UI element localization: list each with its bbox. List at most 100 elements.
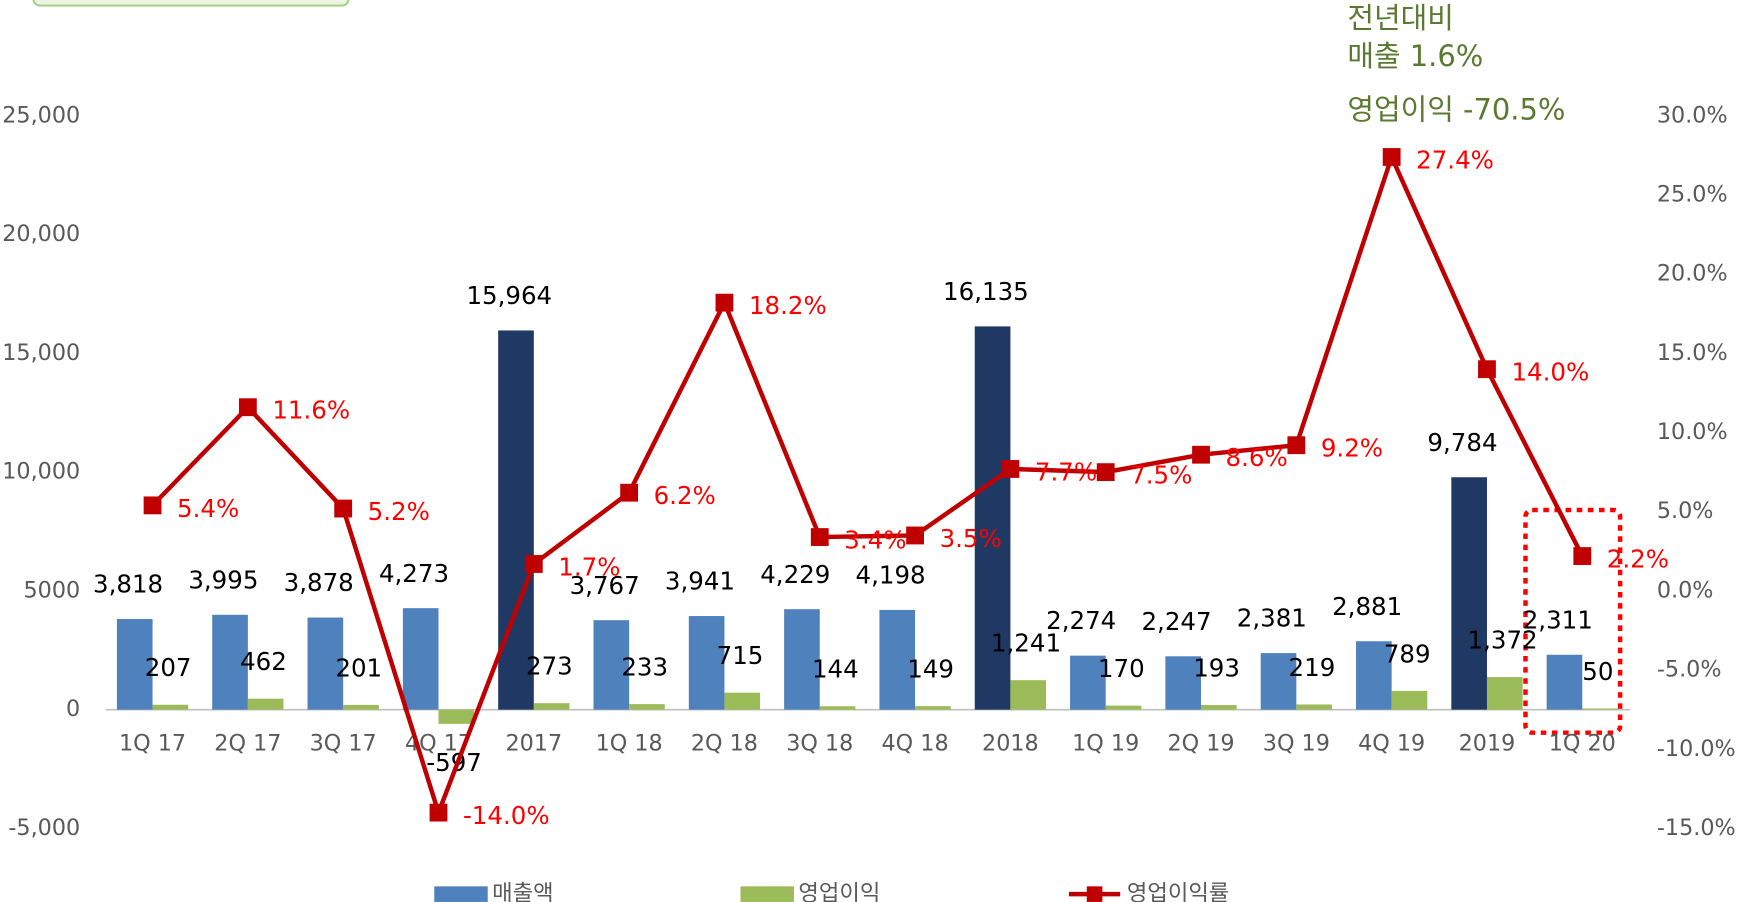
bar <box>1260 653 1297 710</box>
y2-tick-label: 20.0% <box>1657 261 1728 287</box>
bar <box>402 608 439 710</box>
data-label: 3.4% <box>844 526 906 555</box>
data-label: 2,881 <box>1332 592 1402 621</box>
data-label: 7.5% <box>1130 461 1192 490</box>
data-label: 462 <box>240 647 287 676</box>
y2-tick-label: 10.0% <box>1657 419 1728 445</box>
data-label: 1,372 <box>1468 625 1538 654</box>
data-label: 3,995 <box>188 565 258 594</box>
x-tick-label: 3Q 19 <box>1263 730 1330 756</box>
y-tick-label: 25,000 <box>2 102 80 128</box>
x-tick-label: 2Q 17 <box>214 730 281 756</box>
y2-tick-label: 0.0% <box>1657 577 1714 603</box>
data-label: 11.6% <box>272 396 350 425</box>
data-label: 789 <box>1384 639 1431 668</box>
bar <box>784 609 820 710</box>
data-label: 1,241 <box>991 629 1061 658</box>
y-tick-label: 20,000 <box>2 221 80 247</box>
bar <box>116 618 153 710</box>
marker <box>238 398 257 417</box>
data-label: 273 <box>526 652 573 681</box>
data-label: 2,247 <box>1141 607 1211 636</box>
y2-tick-label: 5.0% <box>1657 498 1714 524</box>
annotation: 전년대비 <box>1347 1 1454 35</box>
data-label: 15,964 <box>466 281 552 310</box>
x-tick-label: 1Q 19 <box>1072 730 1139 756</box>
header-box <box>32 0 350 7</box>
marker <box>620 483 639 502</box>
x-tick-label: 1Q 20 <box>1549 730 1616 756</box>
y2-tick-label: -10.0% <box>1657 736 1736 762</box>
bar <box>593 620 630 710</box>
data-label: 4,229 <box>760 560 830 589</box>
y2-tick-label: 15.0% <box>1657 340 1728 366</box>
bar <box>533 703 570 710</box>
data-label: 1.7% <box>558 552 620 581</box>
data-label: 3,941 <box>665 567 735 596</box>
y-tick-label: 0 <box>66 696 80 722</box>
bar <box>152 704 189 710</box>
data-label: 5.4% <box>177 494 239 523</box>
marker <box>715 293 734 312</box>
y2-tick-label: -5.0% <box>1657 657 1722 683</box>
y2-tick-label: 25.0% <box>1657 181 1728 207</box>
data-label: 2,381 <box>1237 604 1307 633</box>
data-label: 9.2% <box>1321 434 1383 463</box>
line <box>150 150 1585 820</box>
bar <box>819 706 856 710</box>
bar <box>212 614 248 710</box>
legend-label: 영업이익률 <box>1127 881 1229 902</box>
data-label: 715 <box>717 641 764 670</box>
x-tick-label: 4Q 18 <box>882 730 949 756</box>
y-tick-label: -5,000 <box>8 815 80 841</box>
x-tick-label: 2019 <box>1459 730 1516 756</box>
y2-tick-label: -15.0% <box>1657 815 1736 841</box>
legend-label: 영업이익 <box>798 881 880 902</box>
data-label: 219 <box>1289 653 1336 682</box>
y2-tick-label: 30.0% <box>1657 102 1728 128</box>
data-label: 2,311 <box>1523 605 1593 634</box>
data-label: 6.2% <box>654 481 716 510</box>
legend-label: 매출액 <box>492 881 553 902</box>
marker <box>1096 463 1115 482</box>
data-label: 3,767 <box>570 571 640 600</box>
bar <box>915 706 951 710</box>
marker <box>524 555 543 573</box>
bar <box>879 609 916 710</box>
x-tick-label: 1Q 18 <box>596 730 663 756</box>
x-tick-label: 2Q 19 <box>1167 730 1234 756</box>
bar <box>1582 708 1618 710</box>
x-tick-label: 4Q 19 <box>1358 730 1425 756</box>
x-tick-label: 2017 <box>505 730 562 756</box>
bar <box>1165 656 1202 710</box>
bar <box>1070 655 1106 710</box>
bar <box>1010 680 1047 710</box>
x-tick-label: 3Q 17 <box>310 730 377 756</box>
x-tick-label: 1Q 17 <box>119 730 186 756</box>
data-label: 16,135 <box>943 277 1029 306</box>
x-tick-label: 2018 <box>982 730 1039 756</box>
marker <box>334 499 353 518</box>
data-label: 193 <box>1193 653 1240 682</box>
legend-swatch <box>434 886 488 902</box>
data-label: 4,273 <box>379 559 449 588</box>
bar <box>247 698 284 710</box>
marker <box>1573 547 1592 565</box>
bar <box>1451 477 1487 710</box>
marker <box>429 803 448 822</box>
data-label: 3.5% <box>940 524 1002 553</box>
marker <box>1382 148 1401 166</box>
bar <box>307 617 344 710</box>
bar <box>974 326 1011 710</box>
bar <box>1105 705 1142 710</box>
y-tick-label: 10,000 <box>2 459 80 485</box>
data-label: 27.4% <box>1416 145 1494 174</box>
data-label: 7.7% <box>1035 457 1097 486</box>
data-label: 149 <box>907 654 954 683</box>
marker <box>1287 436 1306 455</box>
y-tick-label: 5000 <box>24 577 81 603</box>
data-label: 5.2% <box>368 497 430 526</box>
bar <box>1546 654 1583 710</box>
data-label: 4,198 <box>856 561 926 590</box>
bar <box>724 692 761 710</box>
